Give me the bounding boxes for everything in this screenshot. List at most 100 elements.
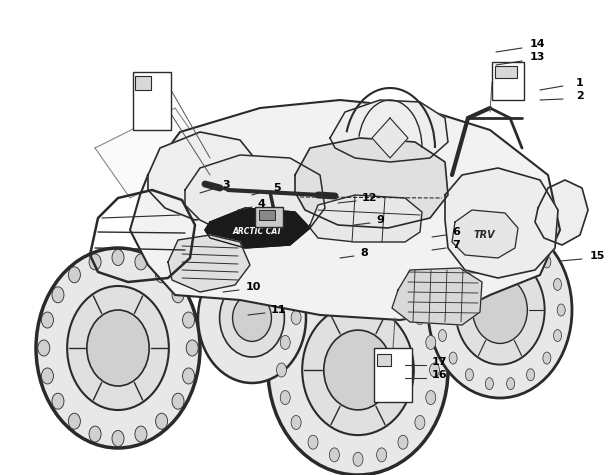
Bar (133, 72, 171, 130)
Polygon shape (168, 235, 250, 292)
Ellipse shape (36, 248, 200, 448)
Ellipse shape (172, 393, 184, 409)
Bar (374, 348, 412, 402)
Ellipse shape (42, 312, 53, 328)
Polygon shape (392, 268, 482, 325)
Ellipse shape (87, 310, 149, 386)
Text: 10: 10 (246, 282, 261, 292)
Ellipse shape (426, 390, 436, 405)
Ellipse shape (398, 435, 408, 449)
Ellipse shape (472, 276, 528, 343)
Ellipse shape (42, 368, 53, 384)
Ellipse shape (485, 230, 493, 242)
Ellipse shape (376, 448, 387, 462)
Polygon shape (295, 138, 448, 228)
Ellipse shape (308, 291, 318, 305)
Ellipse shape (543, 352, 551, 364)
Ellipse shape (198, 253, 306, 383)
Ellipse shape (435, 304, 443, 316)
Polygon shape (445, 168, 558, 278)
Polygon shape (310, 195, 422, 242)
Text: ARCTIC CAT: ARCTIC CAT (232, 228, 282, 237)
Text: 15: 15 (590, 251, 605, 261)
Text: 5: 5 (273, 183, 281, 193)
Ellipse shape (553, 278, 561, 290)
Ellipse shape (329, 278, 340, 292)
Bar (492, 62, 524, 100)
Ellipse shape (543, 256, 551, 268)
Ellipse shape (155, 413, 168, 429)
Ellipse shape (329, 448, 340, 462)
Ellipse shape (280, 390, 290, 405)
Polygon shape (535, 180, 588, 245)
Ellipse shape (438, 278, 447, 290)
Ellipse shape (38, 340, 50, 356)
Bar (377, 354, 391, 366)
Ellipse shape (52, 393, 64, 409)
Ellipse shape (430, 363, 439, 377)
Text: 16: 16 (432, 370, 447, 380)
Bar (259, 210, 275, 220)
Ellipse shape (69, 413, 80, 429)
Ellipse shape (415, 311, 425, 324)
Ellipse shape (182, 368, 195, 384)
Text: 13: 13 (530, 52, 545, 62)
Polygon shape (185, 155, 325, 238)
Ellipse shape (398, 291, 408, 305)
Ellipse shape (277, 363, 286, 377)
Polygon shape (148, 132, 260, 220)
Ellipse shape (376, 278, 387, 292)
Ellipse shape (268, 265, 448, 475)
Ellipse shape (220, 279, 285, 357)
Ellipse shape (291, 416, 301, 429)
Ellipse shape (526, 239, 535, 251)
Text: 9: 9 (376, 215, 384, 225)
Ellipse shape (182, 312, 195, 328)
Text: 3: 3 (222, 180, 230, 190)
Ellipse shape (455, 256, 545, 364)
Ellipse shape (438, 330, 447, 342)
Polygon shape (205, 208, 310, 248)
Ellipse shape (526, 369, 535, 381)
Polygon shape (372, 118, 408, 158)
Ellipse shape (415, 416, 425, 429)
Ellipse shape (112, 430, 124, 446)
Ellipse shape (135, 426, 147, 442)
Ellipse shape (465, 239, 474, 251)
Ellipse shape (67, 286, 169, 410)
Ellipse shape (426, 335, 436, 350)
Ellipse shape (553, 330, 561, 342)
Polygon shape (130, 100, 560, 320)
Text: 12: 12 (362, 193, 378, 203)
Ellipse shape (52, 287, 64, 303)
Bar (255, 207, 283, 227)
Ellipse shape (324, 330, 392, 410)
Text: TRV: TRV (473, 230, 495, 240)
Text: 17: 17 (432, 357, 447, 367)
Ellipse shape (89, 426, 101, 442)
Ellipse shape (449, 256, 457, 268)
Text: 2: 2 (576, 91, 584, 101)
Ellipse shape (69, 267, 80, 283)
Ellipse shape (135, 254, 147, 270)
Ellipse shape (465, 369, 474, 381)
Text: 11: 11 (271, 305, 286, 315)
Ellipse shape (291, 311, 301, 324)
Text: 7: 7 (452, 240, 460, 250)
Ellipse shape (89, 254, 101, 270)
Text: 8: 8 (360, 248, 368, 258)
Text: 6: 6 (452, 227, 460, 237)
Bar (495, 66, 517, 78)
Ellipse shape (353, 452, 363, 466)
Ellipse shape (485, 378, 493, 389)
Ellipse shape (449, 352, 457, 364)
Ellipse shape (233, 294, 272, 342)
Ellipse shape (172, 287, 184, 303)
Ellipse shape (112, 249, 124, 266)
Ellipse shape (308, 435, 318, 449)
Ellipse shape (353, 274, 363, 288)
Ellipse shape (507, 378, 515, 389)
Text: 4: 4 (258, 199, 266, 209)
Ellipse shape (428, 222, 572, 398)
Polygon shape (452, 210, 518, 258)
